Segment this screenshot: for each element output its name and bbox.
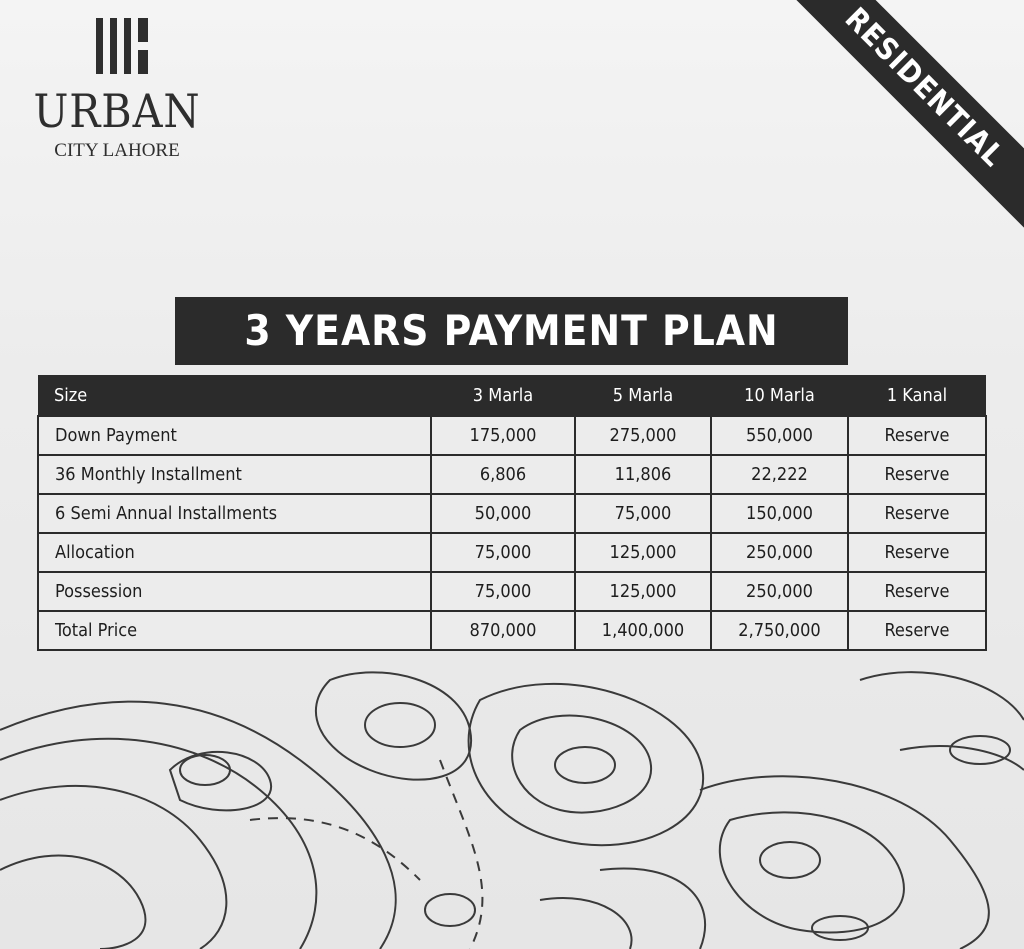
table-row: Possession 75,000 125,000 250,000 Reserve	[37, 571, 987, 612]
payment-plan-table: Size 3 Marla 5 Marla 10 Marla 1 Kanal Do…	[37, 375, 987, 651]
row-label-cell: Down Payment	[37, 415, 432, 456]
value-cell: Reserve	[847, 493, 987, 534]
value-cell: 1,400,000	[574, 610, 712, 651]
value-cell: Reserve	[847, 610, 987, 651]
value-cell: 75,000	[430, 571, 576, 612]
value-cell: 6,806	[430, 454, 576, 495]
value-cell: 125,000	[574, 532, 712, 573]
residential-ribbon: RESIDENTIAL	[769, 0, 1024, 243]
value-cell: 22,222	[710, 454, 849, 495]
header-cell: 5 Marla	[575, 375, 711, 416]
value-cell: 75,000	[574, 493, 712, 534]
topographic-contour-decoration	[0, 671, 1024, 949]
value-cell: 150,000	[710, 493, 849, 534]
brand-logo: URBAN CITY LAHORE	[22, 18, 212, 162]
header-cell: 3 Marla	[431, 375, 575, 416]
value-cell: 50,000	[430, 493, 576, 534]
table-row: Down Payment 175,000 275,000 550,000 Reserve	[37, 415, 987, 456]
value-cell: 250,000	[710, 532, 849, 573]
row-label-cell: 6 Semi Annual Installments	[37, 493, 432, 534]
header-cell: 10 Marla	[711, 375, 848, 416]
header-cell: Size	[38, 375, 431, 416]
table-row: 6 Semi Annual Installments 50,000 75,000 15…	[37, 493, 987, 534]
header-cell: 1 Kanal	[848, 375, 986, 416]
value-cell: Reserve	[847, 454, 987, 495]
value-cell: 275,000	[574, 415, 712, 456]
value-cell: 870,000	[430, 610, 576, 651]
logo-mark-icon	[32, 18, 212, 74]
row-label-cell: Total Price	[37, 610, 432, 651]
value-cell: 550,000	[710, 415, 849, 456]
table-row: Allocation 75,000 125,000 250,000 Reserve	[37, 532, 987, 573]
value-cell: 75,000	[430, 532, 576, 573]
table-row: Total Price 870,000 1,400,000 2,750,000 Rese…	[37, 610, 987, 651]
row-label-cell: 36 Monthly Installment	[37, 454, 432, 495]
value-cell: 11,806	[574, 454, 712, 495]
value-cell: Reserve	[847, 532, 987, 573]
value-cell: 250,000	[710, 571, 849, 612]
value-cell: 2,750,000	[710, 610, 849, 651]
page-title: 3 YEARS PAYMENT PLAN	[175, 297, 848, 365]
table-header-row: Size 3 Marla 5 Marla 10 Marla 1 Kanal	[38, 375, 986, 416]
row-label-cell: Possession	[37, 571, 432, 612]
value-cell: Reserve	[847, 415, 987, 456]
brand-name: URBAN	[33, 84, 201, 138]
value-cell: 125,000	[574, 571, 712, 612]
row-label-cell: Allocation	[37, 532, 432, 573]
table-row: 36 Monthly Installment 6,806 11,806 22,222 R…	[37, 454, 987, 495]
value-cell: 175,000	[430, 415, 576, 456]
brand-subtitle: CITY LAHORE	[54, 140, 180, 161]
value-cell: Reserve	[847, 571, 987, 612]
